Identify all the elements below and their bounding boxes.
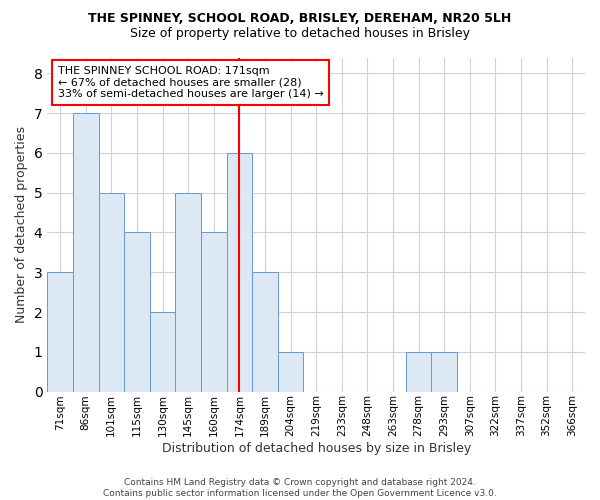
Bar (124, 232, 150, 392)
Y-axis label: Number of detached properties: Number of detached properties (15, 126, 28, 323)
Text: Size of property relative to detached houses in Brisley: Size of property relative to detached ho… (130, 28, 470, 40)
Text: THE SPINNEY SCHOOL ROAD: 171sqm
← 67% of detached houses are smaller (28)
33% of: THE SPINNEY SCHOOL ROAD: 171sqm ← 67% of… (58, 66, 324, 99)
Bar (201, 232, 227, 392)
Bar (278, 352, 304, 392)
X-axis label: Distribution of detached houses by size in Brisley: Distribution of detached houses by size … (161, 442, 471, 455)
Bar (73, 113, 98, 392)
Bar (150, 312, 175, 392)
Bar (47, 272, 73, 392)
Bar (406, 352, 431, 392)
Bar (98, 192, 124, 392)
Bar (227, 153, 252, 392)
Bar (175, 192, 201, 392)
Text: THE SPINNEY, SCHOOL ROAD, BRISLEY, DEREHAM, NR20 5LH: THE SPINNEY, SCHOOL ROAD, BRISLEY, DEREH… (88, 12, 512, 26)
Bar (252, 272, 278, 392)
Text: Contains HM Land Registry data © Crown copyright and database right 2024.
Contai: Contains HM Land Registry data © Crown c… (103, 478, 497, 498)
Bar (431, 352, 457, 392)
